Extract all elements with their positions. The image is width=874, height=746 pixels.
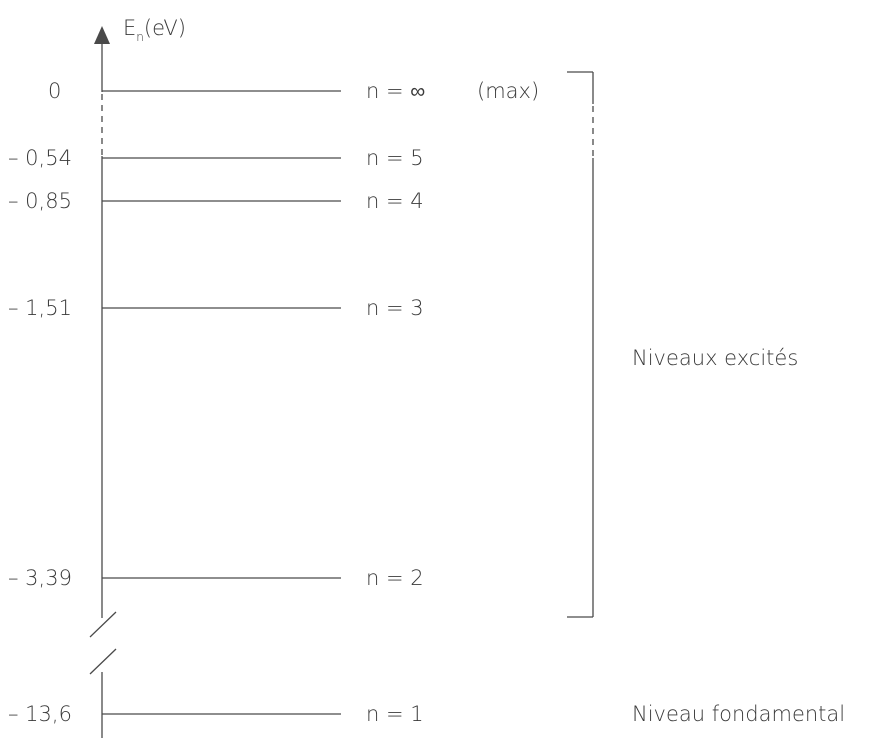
quantum-number-label: n = 1 (366, 702, 424, 726)
axis-title: En(eV) (123, 16, 186, 44)
energy-label: – 3,39 (8, 566, 72, 590)
energy-label: 0 (48, 79, 61, 103)
level-4: – 0,85 n = 4 (8, 189, 424, 213)
excited-levels-bracket (567, 71, 594, 618)
ground-level-label: Niveau fondamental (632, 702, 845, 726)
axis-break-mark-top (89, 611, 117, 638)
energy-label: – 1,51 (8, 296, 72, 320)
level-5: – 0,54 n = 5 (8, 146, 424, 170)
axis-break-mark-bottom (89, 648, 117, 675)
energy-label: – 0,54 (8, 146, 72, 170)
max-note: (max) (477, 79, 539, 103)
quantum-number-label: n = 5 (366, 146, 424, 170)
quantum-number-label: n = ∞ (366, 79, 425, 103)
quantum-number-label: n = 4 (366, 189, 424, 213)
excited-levels-label: Niveaux excités (632, 346, 798, 370)
level-inf: 0 n = ∞ (48, 79, 425, 103)
energy-label: – 0,85 (8, 189, 72, 213)
level-3: – 1,51 n = 3 (8, 296, 424, 320)
axis-arrow-icon (94, 26, 110, 44)
quantum-number-label: n = 3 (366, 296, 424, 320)
level-1: – 13,6 n = 1 (8, 702, 424, 726)
level-2: – 3,39 n = 2 (8, 566, 424, 590)
quantum-number-label: n = 2 (366, 566, 424, 590)
energy-label: – 13,6 (8, 702, 72, 726)
